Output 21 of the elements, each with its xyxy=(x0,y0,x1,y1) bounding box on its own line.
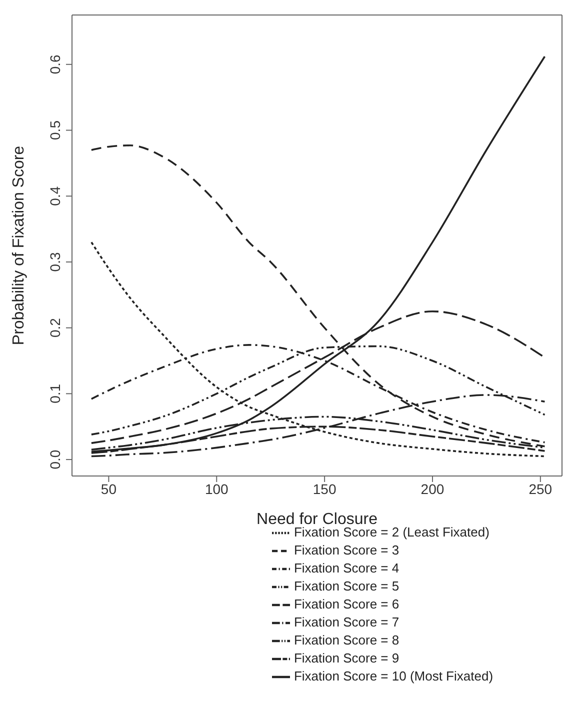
legend-label: Fixation Score = 5 xyxy=(294,578,400,594)
x-tick-label: 100 xyxy=(204,480,229,497)
legend-label: Fixation Score = 3 xyxy=(294,542,400,558)
y-tick-label: 0.4 xyxy=(47,186,63,206)
legend-label: Fixation Score = 10 (Most Fixated) xyxy=(294,668,494,684)
y-tick-label: 0.3 xyxy=(47,252,63,272)
x-tick-label: 250 xyxy=(528,480,552,497)
x-tick-label: 150 xyxy=(312,480,336,497)
legend-label: Fixation Score = 8 xyxy=(294,632,400,648)
y-tick-label: 0.1 xyxy=(47,384,63,404)
legend-label: Fixation Score = 6 xyxy=(294,596,400,612)
legend-label: Fixation Score = 7 xyxy=(294,614,400,630)
x-tick-label: 50 xyxy=(100,480,117,497)
legend-label: Fixation Score = 9 xyxy=(294,650,400,666)
y-tick-label: 0.5 xyxy=(47,120,63,140)
y-tick-label: 0.2 xyxy=(47,318,63,338)
x-tick-label: 200 xyxy=(420,480,444,497)
y-tick-label: 0.0 xyxy=(47,450,63,470)
y-tick-label: 0.6 xyxy=(47,54,63,74)
y-axis-title: Probability of Fixation Score xyxy=(10,146,28,346)
legend-label: Fixation Score = 4 xyxy=(294,560,400,576)
